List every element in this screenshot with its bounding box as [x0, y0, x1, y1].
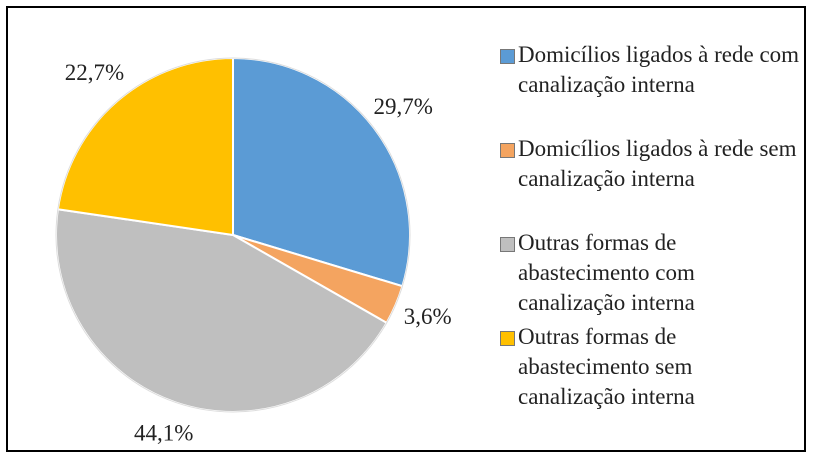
- legend-entry: Outras formas de abastecimento com canal…: [500, 228, 800, 322]
- legend-label: Outras formas de abastecimento sem canal…: [518, 324, 695, 409]
- legend: Domicílios ligados à rede com canalizaçã…: [500, 40, 800, 416]
- data-label: 3,6%: [404, 304, 452, 329]
- legend-label: Domicílios ligados à rede sem canalizaçã…: [518, 136, 797, 191]
- legend-swatch: [500, 237, 515, 252]
- legend-label: Outras formas de abastecimento com canal…: [518, 230, 695, 315]
- chart-frame: [6, 6, 806, 452]
- legend-swatch: [500, 49, 515, 64]
- legend-label: Domicílios ligados à rede com canalizaçã…: [518, 42, 800, 97]
- legend-entry: Domicílios ligados à rede com canalizaçã…: [500, 40, 800, 134]
- data-label: 22,7%: [65, 60, 124, 85]
- data-label: 44,1%: [134, 421, 193, 446]
- legend-entry: Domicílios ligados à rede sem canalizaçã…: [500, 134, 800, 228]
- data-label: 29,7%: [374, 94, 433, 119]
- legend-swatch: [500, 331, 515, 346]
- legend-swatch: [500, 143, 515, 158]
- pie-outline: [55, 57, 411, 413]
- legend-entry: Outras formas de abastecimento sem canal…: [500, 322, 800, 416]
